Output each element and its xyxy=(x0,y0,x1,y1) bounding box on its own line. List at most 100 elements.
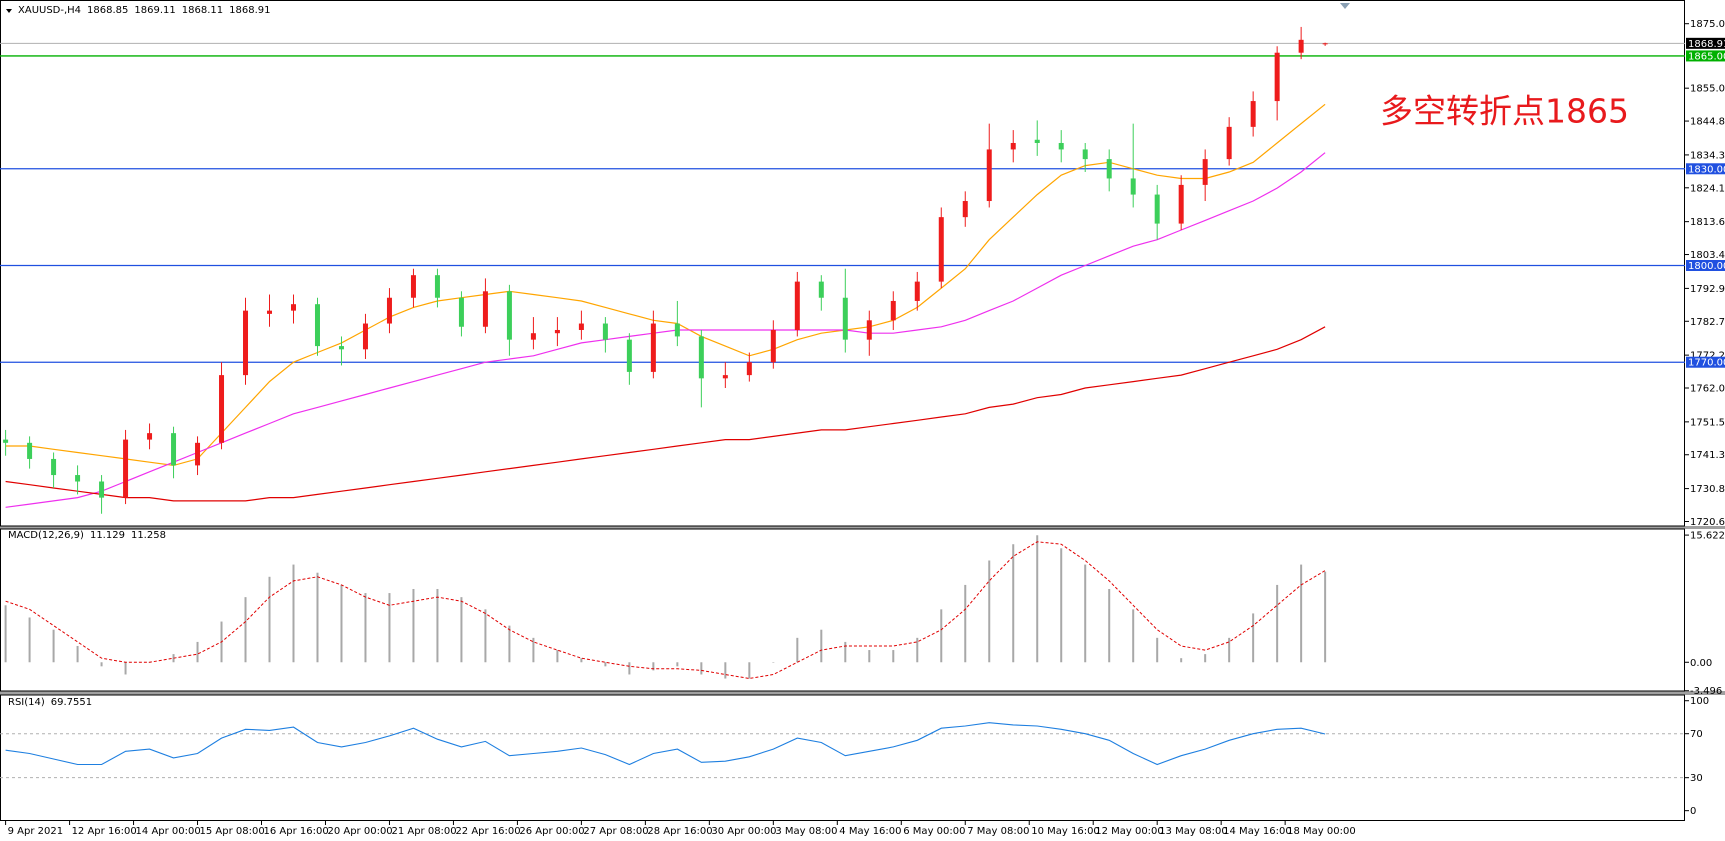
macd-bar xyxy=(796,637,799,663)
macd-bar xyxy=(460,597,463,663)
macd-bar xyxy=(604,662,607,667)
candle-body xyxy=(578,323,584,330)
level-label: 1770.00 xyxy=(1688,358,1725,369)
x-tick-label: 15 Apr 08:00 xyxy=(200,826,265,837)
candle-body xyxy=(506,291,512,340)
level-tag xyxy=(1686,50,1725,62)
y-tick-label: 1720.60 xyxy=(1690,517,1725,528)
y-tick-label: 1751.50 xyxy=(1690,417,1725,428)
x-tick-label: 7 May 08:00 xyxy=(967,826,1029,837)
macd-bar xyxy=(340,584,343,663)
candle-body xyxy=(1082,149,1088,160)
candle-body xyxy=(530,333,536,340)
y-tick-label: 1782.70 xyxy=(1690,317,1725,328)
x-tick-label: 27 Apr 08:00 xyxy=(583,826,648,837)
macd-bar xyxy=(244,597,247,663)
menu-arrow xyxy=(6,9,12,13)
price-tag xyxy=(1686,37,1725,49)
candle-body xyxy=(842,297,848,340)
macd-bar xyxy=(676,662,679,667)
candle-body xyxy=(1298,39,1304,53)
macd-bar xyxy=(1276,584,1279,663)
macd-bar xyxy=(916,637,919,663)
x-tick-label: 14 May 16:00 xyxy=(1223,826,1292,837)
x-tick-label: 3 May 08:00 xyxy=(775,826,837,837)
candle-body xyxy=(75,475,81,482)
candle-body xyxy=(866,320,872,340)
macd-bar xyxy=(1180,658,1183,663)
candle-body xyxy=(914,281,920,301)
x-tick-label: 16 Apr 16:00 xyxy=(264,826,329,837)
candle-body xyxy=(698,336,704,379)
macd-bar xyxy=(988,560,991,663)
level-label: 1800.00 xyxy=(1688,261,1725,272)
panel-separator xyxy=(0,526,1725,529)
level-label: 1865.00 xyxy=(1688,51,1725,62)
macd-bar xyxy=(820,629,823,663)
x-tick-label: 12 May 00:00 xyxy=(1095,826,1164,837)
last-close: 1868.91 xyxy=(229,5,271,16)
y-tick-label: -3.496 xyxy=(1690,686,1722,697)
macd-bar xyxy=(196,641,199,663)
y-tick-label: 100 xyxy=(1690,696,1709,707)
macd-bar xyxy=(700,662,703,675)
y-tick-label: 0.00 xyxy=(1690,658,1712,669)
y-tick-label: 1875.00 xyxy=(1690,19,1725,30)
candle-body xyxy=(890,300,896,321)
y-tick-label: 1834.30 xyxy=(1690,150,1725,161)
candle-body xyxy=(722,375,728,379)
candle-body xyxy=(1106,159,1112,179)
candle-body xyxy=(818,281,824,298)
y-tick-label: 1844.80 xyxy=(1690,117,1725,128)
candle-body xyxy=(650,323,656,372)
candle-body xyxy=(99,481,105,498)
macd-bar xyxy=(964,584,967,663)
rsi-line xyxy=(5,722,1326,766)
macd-bar xyxy=(364,593,367,663)
x-tick-label: 18 May 00:00 xyxy=(1287,826,1356,837)
y-tick-label: 1855.00 xyxy=(1690,84,1725,95)
candle-body xyxy=(434,275,440,298)
y-tick-label: 1730.80 xyxy=(1690,484,1725,495)
macd-bar xyxy=(1108,588,1111,663)
macd-bar xyxy=(1036,535,1039,663)
candle-body xyxy=(314,304,320,347)
macd-bar xyxy=(316,572,319,663)
y-tick-label: 30 xyxy=(1690,773,1703,784)
y-tick-label: 1792.90 xyxy=(1690,284,1725,295)
macd-bar xyxy=(28,617,31,663)
macd-bar xyxy=(100,662,103,667)
macd-bar xyxy=(268,576,271,663)
macd-bar xyxy=(1060,548,1063,663)
macd-bar xyxy=(1324,571,1327,663)
macd-bar xyxy=(844,641,847,663)
symbol-title: XAUUSD-,H4 xyxy=(18,5,82,16)
candle-body xyxy=(674,323,680,337)
y-tick-label: 1813.60 xyxy=(1690,217,1725,228)
candle-body xyxy=(195,442,201,466)
candle-body xyxy=(458,297,464,327)
macd-bar xyxy=(772,662,775,663)
candle-body xyxy=(1010,142,1016,150)
x-tick-label: 9 Apr 2021 xyxy=(8,826,63,837)
candle-body xyxy=(362,323,368,350)
macd-bar xyxy=(52,629,55,663)
x-tick-label: 13 May 08:00 xyxy=(1159,826,1228,837)
macd-bar xyxy=(76,645,79,663)
y-tick-label: 1772.20 xyxy=(1690,351,1725,362)
price-label: 1868.91 xyxy=(1688,39,1725,50)
macd-bar xyxy=(1252,613,1255,663)
macd-bar xyxy=(868,650,871,663)
candle-body xyxy=(386,297,392,324)
candle-body xyxy=(123,439,129,498)
candle-body xyxy=(1058,142,1064,150)
macd-header: MACD(12,26,9) 11.129 11.258 xyxy=(8,530,166,541)
candle-body xyxy=(554,329,560,334)
y-tick-label: 1824.10 xyxy=(1690,183,1725,194)
macd-bar xyxy=(652,662,655,671)
candle-body xyxy=(794,281,800,330)
macd-signal-value: 11.258 xyxy=(130,530,166,541)
macd-bar xyxy=(1300,564,1303,663)
x-tick-label: 10 May 16:00 xyxy=(1031,826,1100,837)
